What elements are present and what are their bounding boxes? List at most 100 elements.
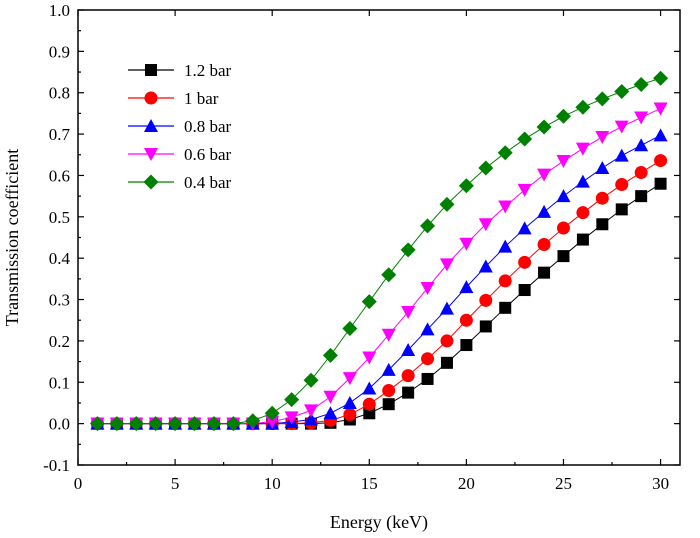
data-point (420, 218, 436, 234)
legend-marker (144, 91, 158, 105)
x-axis-title: Energy (keV) (330, 512, 428, 533)
data-point (362, 381, 377, 395)
data-point (206, 416, 222, 432)
data-point (458, 178, 474, 194)
x-tick-label: 5 (171, 474, 180, 493)
data-point (421, 372, 434, 385)
data-point (459, 237, 474, 251)
data-point (653, 128, 668, 142)
data-point (342, 321, 358, 336)
data-point (575, 99, 591, 115)
x-tick-label: 0 (74, 474, 83, 493)
series-3 (90, 102, 668, 431)
data-point (420, 281, 435, 295)
data-point (265, 415, 280, 429)
data-point (576, 206, 590, 220)
data-point (439, 258, 454, 272)
y-tick-label: 0.8 (49, 84, 70, 103)
data-point (537, 204, 552, 218)
data-point (479, 320, 492, 333)
data-point (401, 369, 415, 383)
data-point (382, 398, 395, 411)
data-point (536, 119, 552, 135)
data-point (653, 70, 669, 86)
data-point (420, 322, 435, 336)
legend: 1.2 bar 1 bar 0.8 bar 0.6 bar 0.4 bar (128, 61, 232, 192)
data-point (264, 405, 280, 421)
data-point (478, 160, 494, 176)
data-point (576, 233, 589, 246)
data-point (459, 280, 474, 294)
legend-item: 1 bar (128, 89, 219, 108)
data-point (575, 142, 590, 156)
data-point (498, 274, 512, 288)
data-point (556, 221, 570, 235)
y-tick-label: 0.1 (49, 373, 70, 392)
data-point (361, 294, 377, 310)
plot-border (77, 9, 681, 466)
data-point (362, 397, 376, 411)
data-point (615, 178, 629, 192)
data-point (245, 413, 261, 429)
data-point (556, 189, 571, 203)
data-point (421, 352, 435, 366)
data-point (148, 416, 164, 432)
legend-label: 0.8 bar (184, 117, 232, 136)
data-point (381, 267, 397, 283)
legend-item: 0.4 bar (128, 173, 232, 192)
y-tick-label: 0.7 (49, 125, 71, 144)
y-tick-label: -0.1 (43, 456, 70, 475)
data-point (654, 154, 668, 168)
y-axis: -0.1 0.0 0.1 0.2 0.3 0.4 0.5 0.6 0.7 0.8 0.9 1.0 (43, 1, 680, 475)
data-point (440, 334, 454, 348)
data-point (459, 313, 473, 327)
data-point (517, 183, 532, 197)
legend-item: 0.8 bar (128, 117, 232, 136)
data-point (401, 305, 416, 319)
y-tick-label: 0.2 (49, 332, 70, 351)
data-point (304, 404, 319, 418)
data-point (400, 242, 416, 258)
series-line (97, 107, 661, 425)
x-tick-label: 15 (361, 474, 378, 493)
data-point (89, 416, 105, 432)
data-point (614, 148, 629, 162)
data-point (304, 412, 319, 426)
series-2 (90, 128, 668, 430)
legend-marker (144, 148, 158, 161)
data-point (518, 255, 532, 269)
y-tick-label: 0.0 (49, 415, 70, 434)
data-point (284, 392, 300, 408)
data-point (596, 218, 609, 231)
data-point (633, 76, 649, 92)
data-point (440, 356, 453, 369)
data-point (323, 390, 338, 404)
data-point (128, 416, 144, 432)
data-point (479, 293, 493, 307)
data-point (634, 166, 648, 180)
data-point (537, 168, 552, 182)
y-tick-label: 0.3 (49, 291, 70, 310)
y-axis-title: Transmission coefficient (2, 149, 22, 327)
data-point (498, 200, 513, 214)
data-point (635, 190, 648, 203)
x-tick-label: 20 (458, 474, 475, 493)
legend-marker (145, 64, 157, 76)
data-point (322, 347, 338, 363)
series-line (97, 183, 661, 425)
legend-marker (143, 174, 159, 190)
series-line (97, 77, 661, 425)
data-point (362, 351, 377, 365)
data-point (284, 411, 299, 425)
y-tick-label: 0.9 (49, 42, 70, 61)
data-point (343, 408, 357, 422)
legend-label: 1.2 bar (184, 61, 232, 80)
data-point (595, 191, 609, 205)
legend-item: 0.6 bar (128, 145, 232, 164)
data-point (225, 416, 241, 432)
series-line (97, 160, 661, 425)
data-point (575, 174, 590, 188)
data-point (381, 328, 396, 342)
